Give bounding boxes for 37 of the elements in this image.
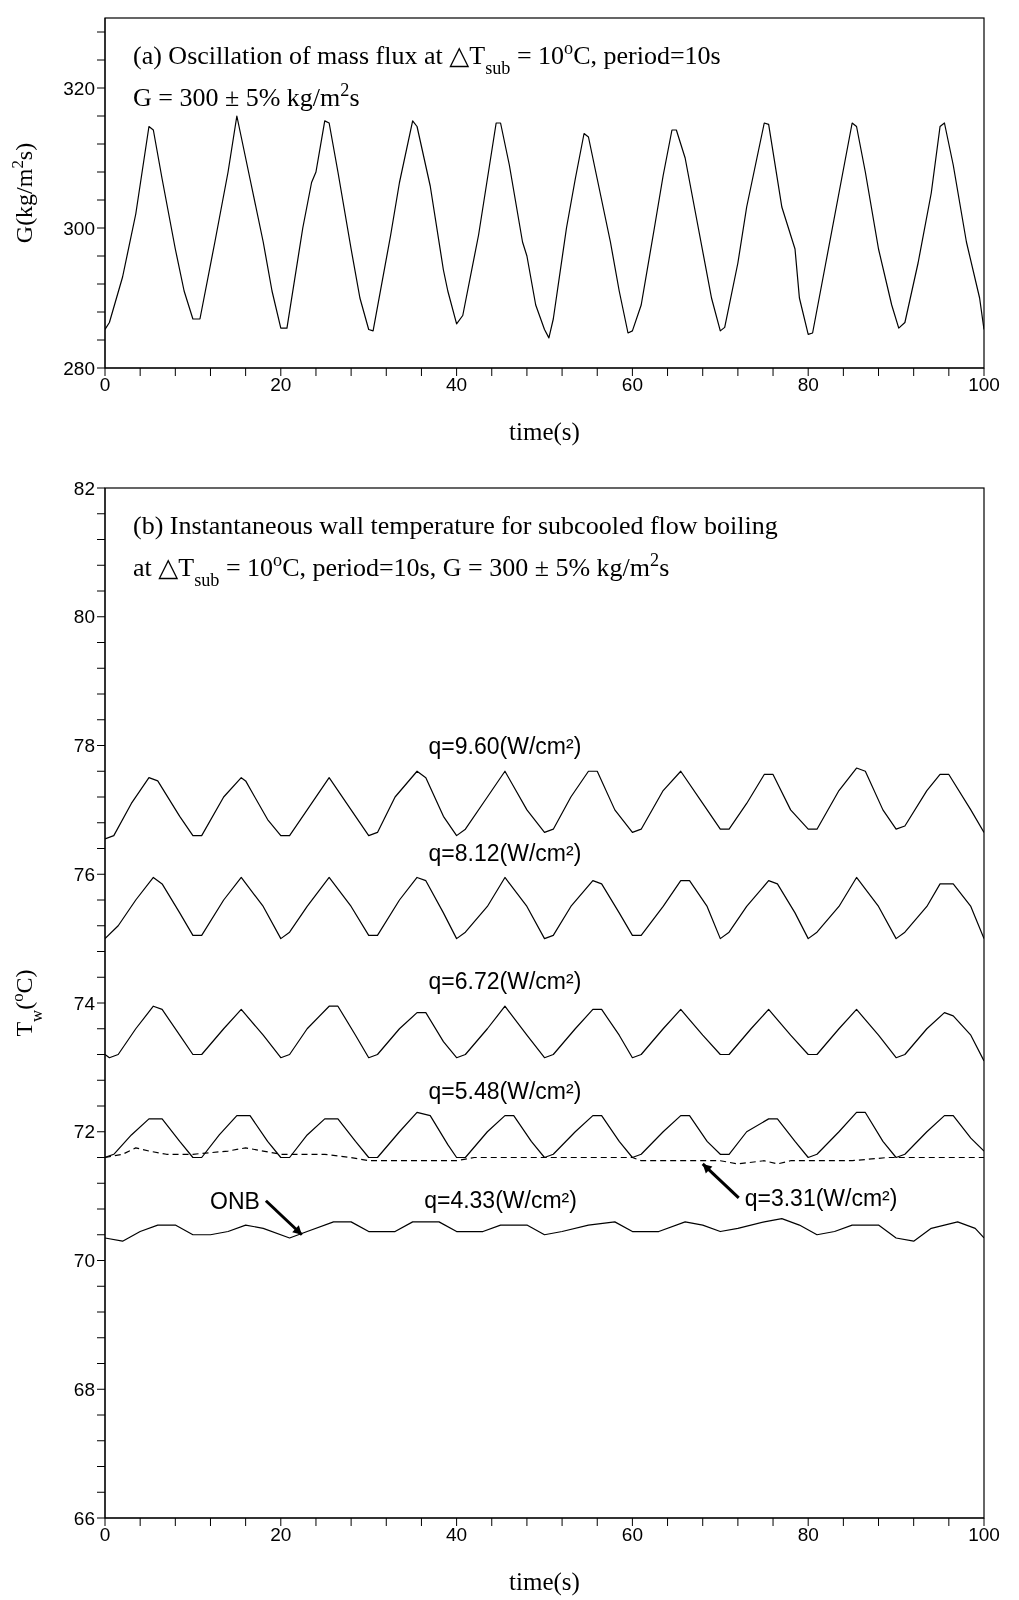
x-tick-label: 100 bbox=[968, 374, 1000, 396]
y-tick-label: 82 bbox=[73, 477, 95, 499]
x-axis-title: time(s) bbox=[509, 418, 580, 446]
y-tick-label: 68 bbox=[73, 1378, 95, 1400]
y-tick-label: 70 bbox=[73, 1250, 95, 1272]
y-tick-label: 74 bbox=[73, 992, 96, 1014]
annotation: q=8.12(W/cm²) bbox=[428, 839, 582, 866]
y-tick-label: 72 bbox=[73, 1121, 95, 1143]
x-tick-label: 80 bbox=[797, 1524, 819, 1546]
text: (b) Instantaneous wall temperature for subcooled flow boiling bbox=[133, 511, 778, 540]
x-tick-label: 40 bbox=[446, 374, 468, 396]
x-tick-label: 60 bbox=[621, 1524, 643, 1546]
text: G = 300 ± 5% kg/m$^{2}$s bbox=[133, 80, 360, 112]
x-tick-label: 20 bbox=[270, 1524, 292, 1546]
y-tick-label: 66 bbox=[73, 1507, 95, 1529]
annotation: q=4.33(W/cm²) bbox=[424, 1187, 577, 1214]
annotation: ONB bbox=[210, 1187, 260, 1214]
x-tick-label: 0 bbox=[99, 1524, 111, 1546]
x-tick-label: 0 bbox=[99, 374, 111, 396]
annotation: q=5.48(W/cm²) bbox=[428, 1077, 582, 1104]
annotation: q=3.31(W/cm²) bbox=[744, 1184, 898, 1211]
y-tick-label: 280 bbox=[63, 357, 95, 379]
y-tick-label: 300 bbox=[63, 217, 95, 239]
text: at △T$_{sub}$ = 10$^{o}$C, period=10s, G = 300 ± 5% kg/m$^{2}$s bbox=[133, 550, 670, 590]
x-tick-label: 40 bbox=[446, 1524, 468, 1546]
text: (a) Oscillation of mass flux at △T$_{sub}$ = 10$^{o}$C, period=10s bbox=[133, 38, 721, 78]
x-tick-label: 80 bbox=[797, 374, 819, 396]
y-tick-label: 76 bbox=[73, 863, 95, 885]
annotation: q=9.60(W/cm²) bbox=[428, 733, 582, 760]
x-tick-label: 60 bbox=[621, 374, 643, 396]
x-tick-label: 100 bbox=[968, 1524, 1000, 1546]
y-tick-label: 78 bbox=[73, 735, 95, 757]
y-tick-label: 320 bbox=[63, 77, 95, 99]
y-tick-label: 80 bbox=[73, 606, 95, 628]
annotation: q=6.72(W/cm²) bbox=[428, 968, 582, 995]
x-axis-title: time(s) bbox=[509, 1568, 580, 1596]
x-tick-label: 20 bbox=[270, 374, 292, 396]
